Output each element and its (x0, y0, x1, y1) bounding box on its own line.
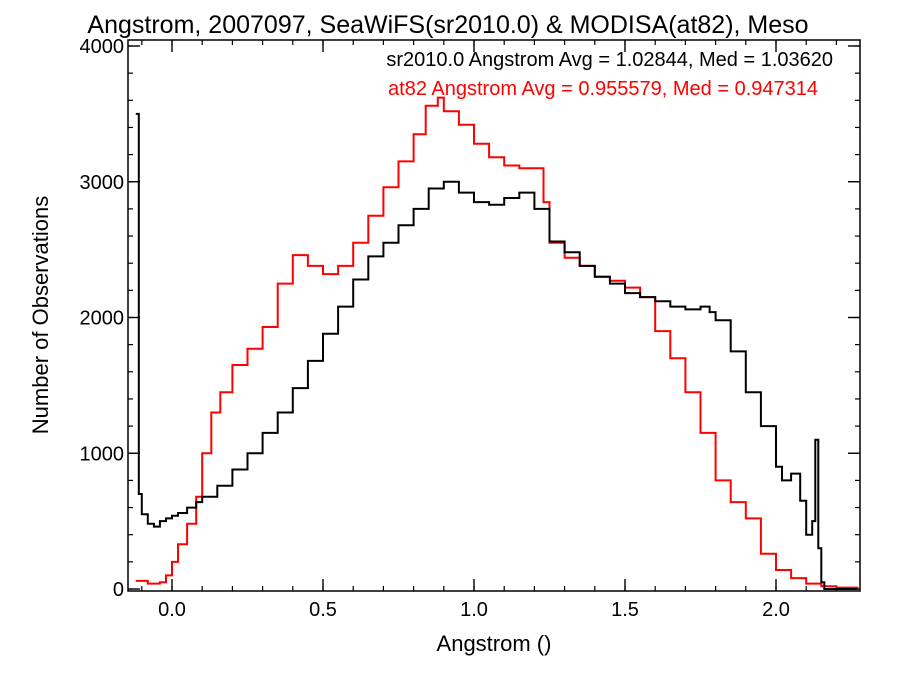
stat-line-sr2010: sr2010.0 Angstrom Avg = 1.02844, Med = 1… (386, 49, 833, 71)
x-tick-label: 2.0 (762, 599, 790, 621)
series-layer (135, 96, 859, 590)
y-tick-label: 2000 (80, 308, 125, 330)
plot-frame (127, 39, 861, 592)
chart-title: Angstrom, 2007097, SeaWiFS(sr2010.0) & M… (87, 11, 808, 39)
x-axis: 0.0 0.5 1.0 1.5 2.0 (141, 40, 838, 621)
y-axis-title: Number of Observations (28, 196, 53, 434)
series-line-black (135, 112, 858, 590)
series-line-red (135, 96, 859, 589)
x-tick-label: 1.0 (460, 599, 488, 621)
y-axis: 0 1000 2000 3000 4000 (80, 36, 860, 601)
x-tick-label: 0.0 (158, 599, 186, 621)
x-axis-title: Angstrom () (437, 631, 552, 656)
y-tick-label: 1000 (80, 443, 125, 465)
y-tick-label: 4000 (80, 36, 125, 58)
y-tick-label: 0 (113, 579, 124, 601)
stat-line-at82: at82 Angstrom Avg = 0.955579, Med = 0.94… (388, 78, 818, 100)
x-tick-label: 1.5 (611, 599, 639, 621)
y-tick-label: 3000 (80, 172, 125, 194)
x-tick-label: 0.5 (309, 599, 337, 621)
